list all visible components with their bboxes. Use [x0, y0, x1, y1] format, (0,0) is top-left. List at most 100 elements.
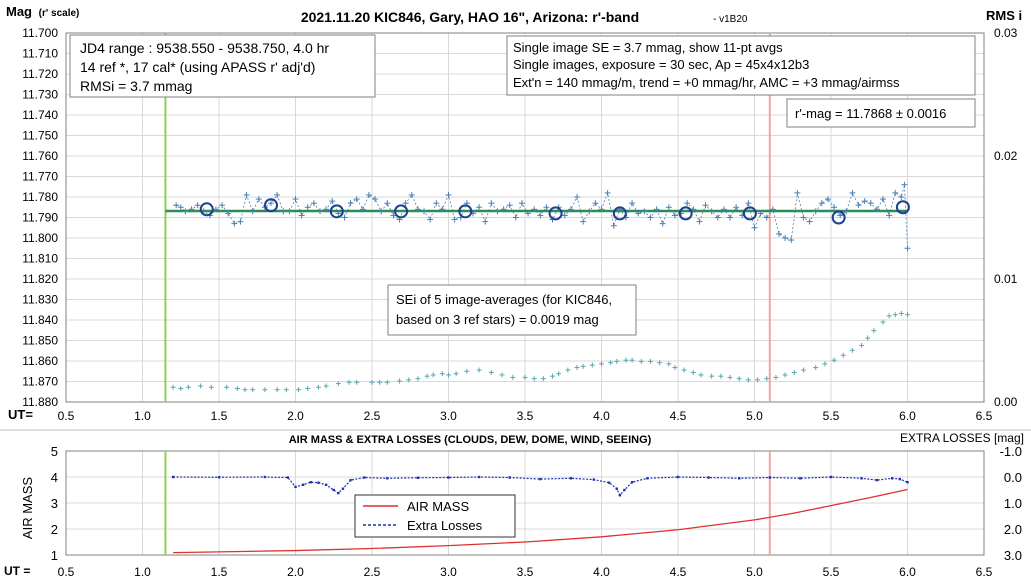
sei-point — [540, 376, 546, 382]
sei-point — [283, 387, 289, 393]
sei-point — [384, 379, 390, 385]
sei-point — [831, 357, 837, 363]
extra-losses-point — [349, 478, 352, 482]
average-point — [895, 200, 910, 215]
top-plot-frame — [65, 32, 985, 403]
extra-losses-point — [363, 476, 366, 479]
top-y2-tick-label: 0.03 — [994, 26, 1018, 40]
top-x-tick-labels: 0.5 1.0 1.5 2.0 2.5 3.0 3.5 4.0 4.5 5.0 5.5 6.0 6.5 — [58, 409, 993, 423]
bottom-xlabel: UT = — [4, 564, 30, 578]
single-image-point — [255, 196, 262, 203]
sei-point — [638, 358, 644, 364]
single-image-point — [525, 210, 532, 217]
top-y-tick-label: 11.850 — [22, 334, 58, 348]
sei-point — [185, 384, 191, 390]
result-box — [786, 98, 976, 128]
bottom-y2-tick-label: 3.0 — [1004, 548, 1022, 563]
single-image-point — [231, 220, 238, 227]
single-image-point — [659, 220, 666, 227]
sei-point — [346, 379, 352, 385]
average-point — [394, 204, 409, 219]
single-image-point — [671, 212, 678, 219]
bottom-y-tick-labels: 1 2 3 4 5 — [51, 444, 58, 563]
single-image-point — [488, 200, 495, 207]
single-image-point — [727, 214, 734, 221]
extra-losses-point — [906, 481, 909, 484]
top-ylabel: Mag (r' scale) — [6, 4, 79, 19]
sei-point — [800, 367, 806, 373]
sei-point — [262, 387, 268, 393]
top-chart-title-suffix: - v1B20 — [713, 14, 748, 25]
sei-point — [250, 387, 256, 393]
sei-point — [871, 328, 877, 334]
extra-losses-point — [891, 477, 894, 480]
single-image-point — [574, 194, 581, 200]
bottom-x-tick-label: 6.0 — [899, 565, 916, 579]
sei-point — [439, 371, 445, 377]
extra-losses-point — [860, 477, 863, 480]
sei-point — [424, 373, 430, 379]
top-y-tick-label: 11.700 — [22, 26, 58, 40]
top-x-tick-label: 1.5 — [211, 409, 228, 423]
extra-losses-line — [173, 476, 908, 497]
sei-point — [354, 379, 360, 385]
single-image-point — [886, 212, 893, 219]
single-image-point — [567, 206, 574, 213]
sei-point — [397, 378, 403, 384]
average-point — [742, 206, 757, 221]
bottom-y-tick-label: 1 — [51, 548, 58, 563]
extra-losses-point — [623, 488, 626, 492]
single-image-point — [708, 208, 715, 215]
sei-point — [377, 379, 383, 385]
sei-point — [170, 384, 176, 390]
bottom-y2-tick-label: 1.0 — [1004, 496, 1022, 511]
top-y2-tick-label: 0.00 — [994, 395, 1018, 409]
sei-point — [453, 371, 459, 377]
top-x-tick-label: 6.5 — [976, 409, 993, 423]
extra-losses-point — [615, 487, 618, 490]
sei-point — [335, 381, 341, 387]
sei-point — [718, 373, 724, 379]
top-x-tick-label: 2.5 — [364, 409, 381, 423]
single-image-point — [714, 214, 721, 221]
top-y-tick-label: 11.820 — [22, 272, 58, 286]
single-image-point — [298, 212, 305, 219]
sei-point — [274, 387, 280, 393]
extra-losses-point — [217, 476, 221, 479]
info-box-right — [506, 35, 976, 96]
info-left-line-1: JD4 range : 9538.550 - 9538.750, 4.0 hr — [80, 40, 329, 56]
sei-point — [892, 312, 898, 318]
single-image-point — [543, 204, 550, 211]
sei-point — [599, 361, 604, 367]
info-right-line-3: Ext'n = 140 mmag/m, trend = +0 mmag/hr, … — [513, 75, 900, 90]
single-image-point — [268, 200, 275, 207]
top-x-tick-label: 4.5 — [670, 409, 687, 423]
top-y-tick-label: 11.750 — [22, 129, 58, 143]
single-image-point — [427, 216, 434, 223]
sei-point — [323, 383, 329, 389]
single-image-point — [665, 204, 672, 211]
single-image-point — [892, 189, 899, 196]
sei-point — [234, 385, 240, 391]
top-y2-tick-label: 0.02 — [994, 149, 1018, 163]
extra-losses-point — [309, 481, 312, 484]
extra-losses-point — [630, 481, 634, 484]
sei-point — [681, 367, 687, 373]
sei-point — [464, 368, 470, 374]
single-image-point — [531, 206, 538, 213]
top-y-tick-label: 11.780 — [22, 190, 58, 204]
bottom-x-tick-label: 4.5 — [670, 565, 687, 579]
sei-point — [813, 365, 819, 371]
extra-losses-point — [386, 477, 389, 480]
bottom-x-tick-label: 2.5 — [364, 565, 381, 579]
extra-losses-point — [341, 487, 345, 490]
top-y-tick-label: 11.710 — [22, 47, 58, 61]
bottom-y2-tick-label: 2.0 — [1004, 522, 1022, 537]
single-image-point — [788, 237, 795, 244]
average-point — [199, 202, 214, 217]
top-y-tick-label: 11.720 — [22, 67, 58, 81]
bottom-x-tick-label: 1.0 — [134, 565, 151, 579]
single-image-point — [445, 191, 452, 198]
single-image-point — [647, 214, 654, 221]
single-image-point — [378, 208, 385, 215]
